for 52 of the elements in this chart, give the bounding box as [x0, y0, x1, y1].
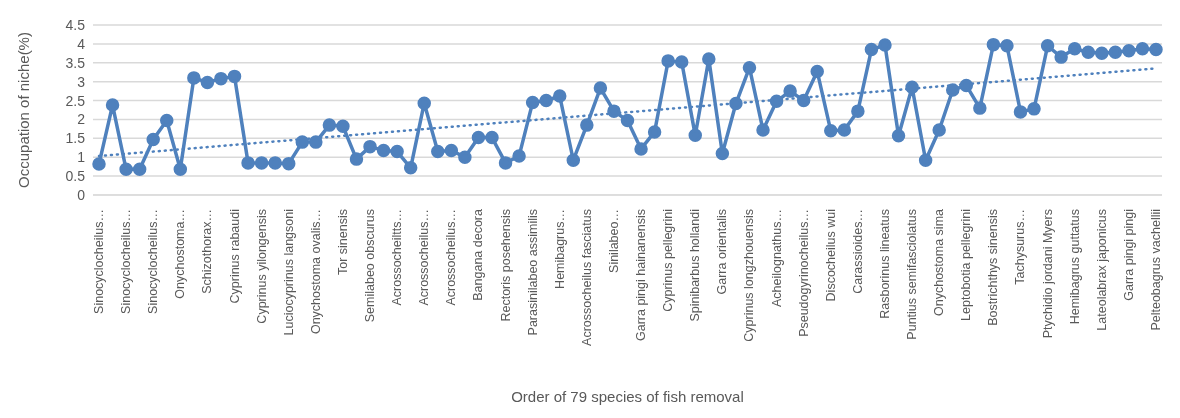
x-tick-label: Acheilognathus… — [769, 209, 784, 307]
x-tick-label: Tachysurus… — [1013, 209, 1028, 285]
x-tick-label: Rasborinus lineatus — [877, 209, 892, 319]
x-tick-label: Sinocyclocheilus… — [92, 209, 106, 314]
x-tick-label: Puntius semifasciolatus — [905, 209, 920, 340]
x-tick-label: Bostrichthys sinensis — [986, 209, 1001, 326]
x-tick-label: Sinilabeo… — [606, 209, 621, 273]
x-tick-label: Sinocyclocheilus… — [146, 209, 161, 314]
x-tick-label: Acrossocheiltts… — [390, 209, 405, 306]
x-tick-label: Cyprinus yilongensis — [254, 209, 269, 324]
x-tick-label: Acrossocheilus… — [444, 209, 459, 306]
x-tick-label: Onychostoma… — [173, 209, 188, 299]
x-tick-label: Semilabeo obscurus — [363, 209, 378, 323]
y-tick-label: 0.5 — [65, 168, 86, 185]
x-tick-label: Pelteobagrus vachellii — [1149, 209, 1163, 331]
x-tick-label: Onychostoma sima — [932, 208, 947, 316]
x-tick-label: Parasinilabeo assimilis — [525, 209, 540, 336]
x-tick-label: Cyprinus rabaudi — [227, 209, 242, 304]
x-tick-label: Tor sinensis — [335, 209, 350, 275]
x-tick-label: Acrossocheilus… — [417, 209, 432, 306]
y-tick-label: 2.5 — [65, 92, 86, 109]
x-tick-label: Cyprinus pellegrini — [661, 209, 676, 312]
x-tick-label: Lateolabrax japonicus — [1094, 209, 1109, 331]
x-tick-label: Onychostoma ovalis… — [308, 209, 323, 335]
x-tick-label: Bangana decora — [471, 208, 486, 301]
x-tick-label: Leptobotia pellegrini — [959, 209, 974, 321]
x-tick-label: Acrossocheilus fasciatus — [579, 209, 594, 346]
y-tick-label: 4.5 — [65, 16, 86, 33]
y-tick-label: 1 — [77, 149, 86, 166]
x-axis-title: Order of 79 species of fish removal — [511, 388, 744, 405]
x-tick-label: Garra pingi hainanensis — [634, 209, 649, 342]
x-tick-label: Garra pingi pingi — [1121, 209, 1136, 301]
x-tick-label: Sinocyclocheilus… — [119, 209, 134, 314]
y-axis-title: Occupation of niche(%) — [15, 32, 33, 188]
x-tick-label: Ptychidio jordani Myers — [1040, 209, 1055, 339]
x-tick-label: Hemibagrus… — [552, 209, 567, 289]
y-tick-label: 3.5 — [65, 54, 86, 71]
x-tick-label: Carassioides… — [850, 209, 865, 294]
y-tick-label: 3 — [77, 73, 86, 90]
x-tick-label: Discocheilus wui — [823, 209, 838, 302]
y-tick-label: 1.5 — [65, 130, 86, 147]
x-tick-label: Luciocyprinus langsoni — [281, 209, 296, 336]
y-tick-label: 4 — [77, 35, 86, 52]
x-tick-label: Hemibagrus guttatus — [1067, 209, 1082, 325]
x-tick-label: Spinibarbus hollandi — [688, 209, 703, 322]
y-tick-label: 0 — [77, 186, 86, 203]
x-tick-label: Garra orientalis — [715, 209, 730, 295]
x-tick-label: Schizothorax… — [200, 209, 215, 294]
x-tick-label: Pseudogyrinocheilus… — [796, 209, 811, 337]
y-tick-label: 2 — [77, 111, 86, 128]
x-tick-label: Cyprinus longzhouensis — [742, 209, 757, 342]
x-tick-label: Rectoris posehensis — [498, 209, 513, 322]
